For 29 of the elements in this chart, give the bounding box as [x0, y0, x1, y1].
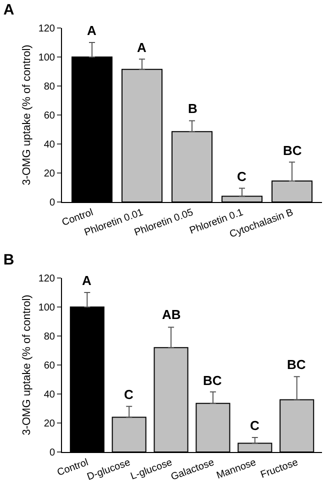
- annotation: C: [250, 418, 260, 433]
- annotation: BC: [203, 373, 222, 388]
- y-axis-title: 3-OMG uptake (% of control): [21, 44, 33, 186]
- annotation: C: [237, 169, 247, 184]
- y-tick-label: 60: [44, 110, 56, 122]
- y-tick-label: 120: [38, 274, 56, 284]
- y-tick-label: 20: [44, 418, 56, 430]
- annotation: A: [82, 273, 92, 288]
- annotation: AB: [162, 307, 181, 322]
- annotation: A: [87, 23, 97, 38]
- y-tick-label: 0: [49, 198, 56, 208]
- y-axis-title: 3-OMG uptake (% of control): [21, 294, 33, 436]
- annotation: C: [124, 387, 134, 402]
- y-tick-label: 60: [44, 360, 56, 372]
- y-tick-label: 40: [44, 390, 56, 400]
- y-tick-label: 0: [49, 448, 56, 458]
- y-tick-label: 100: [38, 52, 56, 64]
- y-tick-label: 80: [44, 332, 56, 342]
- annotation: B: [188, 101, 198, 116]
- chart-title: B: [3, 251, 14, 268]
- chart-title: A: [3, 1, 14, 18]
- y-tick-label: 20: [44, 168, 56, 180]
- y-tick-label: 40: [44, 140, 56, 150]
- annotation: A: [137, 40, 147, 55]
- y-tick-label: 120: [38, 24, 56, 34]
- annotation: BC: [287, 357, 306, 372]
- y-tick-label: 80: [44, 82, 56, 92]
- y-tick-label: 100: [38, 302, 56, 314]
- annotation: BC: [283, 143, 302, 158]
